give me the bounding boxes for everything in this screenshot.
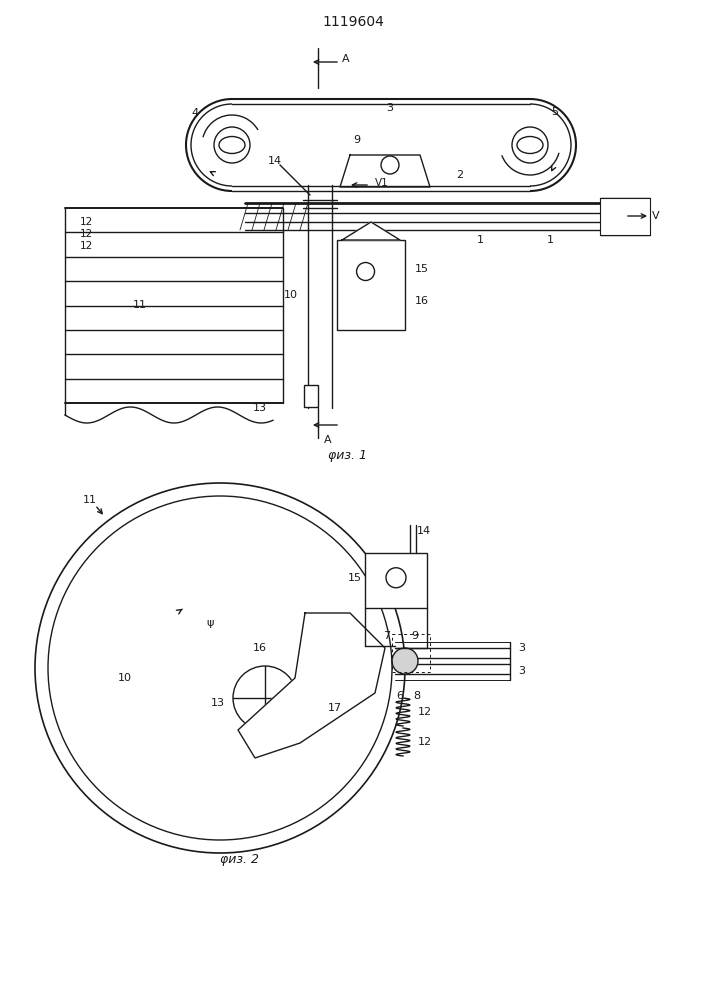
Text: 3: 3	[518, 643, 525, 653]
Circle shape	[512, 127, 548, 163]
Text: 12: 12	[80, 241, 93, 251]
Bar	[337, 240, 405, 330]
Text: φиз. 1: φиз. 1	[329, 448, 368, 462]
Text: 16: 16	[415, 296, 429, 306]
Text: 17: 17	[328, 703, 342, 713]
Text: ψ: ψ	[206, 618, 214, 628]
Text: 2: 2	[457, 170, 464, 180]
Circle shape	[35, 483, 405, 853]
Text: 10: 10	[118, 673, 132, 683]
Circle shape	[48, 496, 392, 840]
Text: 13: 13	[211, 698, 225, 708]
Circle shape	[233, 666, 297, 730]
Text: 12: 12	[418, 737, 432, 747]
Text: 7: 7	[383, 631, 390, 641]
Bar	[304, 385, 318, 407]
Text: 3: 3	[518, 666, 525, 676]
Ellipse shape	[219, 136, 245, 153]
Text: 12: 12	[418, 707, 432, 717]
Text: 10: 10	[284, 290, 298, 300]
Text: V: V	[652, 211, 660, 221]
Text: 14: 14	[268, 156, 282, 166]
Text: 8: 8	[414, 691, 421, 701]
Text: 14: 14	[416, 526, 431, 536]
Text: 11: 11	[83, 495, 97, 505]
Text: 12: 12	[80, 217, 93, 227]
Text: 12: 12	[80, 229, 93, 239]
Circle shape	[381, 156, 399, 174]
Text: A: A	[324, 435, 332, 445]
Circle shape	[392, 648, 418, 674]
Text: 1: 1	[547, 235, 554, 245]
Text: 16: 16	[253, 643, 267, 653]
Text: V1: V1	[375, 178, 389, 188]
Polygon shape	[238, 613, 385, 758]
Ellipse shape	[517, 136, 543, 153]
Circle shape	[356, 262, 375, 280]
Text: 3: 3	[387, 103, 394, 113]
Bar	[365, 553, 427, 608]
Text: 15: 15	[415, 264, 429, 274]
Text: 9: 9	[411, 631, 419, 641]
Text: 1119604: 1119604	[322, 15, 384, 29]
Text: 5: 5	[551, 107, 559, 117]
Text: 13: 13	[253, 403, 267, 413]
Circle shape	[214, 127, 250, 163]
Text: 4: 4	[192, 108, 199, 118]
Text: 15: 15	[348, 573, 362, 583]
Text: 11: 11	[133, 300, 147, 310]
Text: φиз. 2: φиз. 2	[221, 854, 259, 866]
Text: 9: 9	[354, 135, 361, 145]
Text: 1: 1	[477, 235, 484, 245]
Circle shape	[386, 568, 406, 588]
Bar	[600, 198, 650, 235]
Text: 6: 6	[397, 691, 404, 701]
Polygon shape	[342, 222, 400, 240]
Bar	[392, 634, 430, 672]
Text: A: A	[342, 54, 350, 64]
